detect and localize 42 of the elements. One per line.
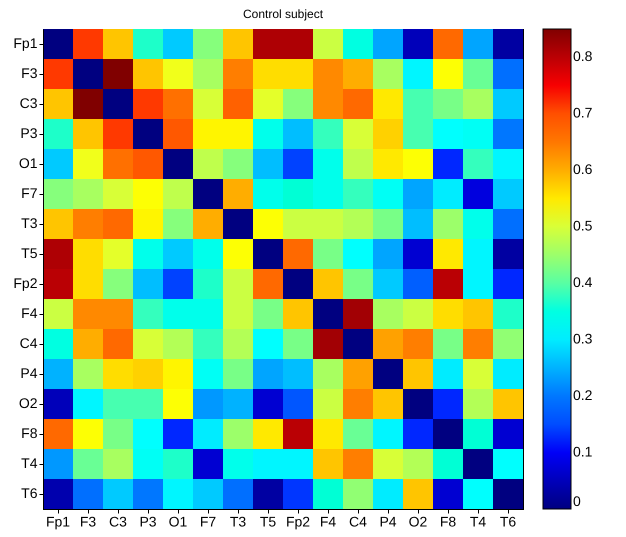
y-tick-label: F4 [21,305,38,321]
color-bar-label: 0.3 [573,330,593,347]
y-tick-label: P3 [20,125,38,141]
x-tick-label: T4 [470,514,486,530]
y-tick-label: T6 [21,485,38,501]
color-bar-label: 0.7 [573,104,593,121]
y-tick-label: O2 [18,395,38,411]
x-tick-label: T5 [260,514,276,530]
x-tick-label: Fp2 [286,514,310,530]
x-tick-label: T6 [500,514,516,530]
x-tick-label: C4 [349,514,368,530]
color-bar-label: 0 [573,493,581,509]
x-tick-label: Fp1 [46,514,70,530]
y-tick-label: F3 [21,65,38,81]
y-tick-label: C3 [20,95,38,111]
color-bar-label: 0.2 [573,387,593,404]
x-tick-label: F3 [80,514,96,530]
y-tick-label: F8 [21,425,38,441]
x-tick-label: C3 [109,514,128,530]
y-tick-label: T4 [21,455,38,471]
y-tick-label: Fp2 [13,275,38,291]
y-tick-label: F7 [21,185,38,201]
x-tick-label: O2 [408,514,428,530]
x-tick-label: T3 [230,514,246,530]
chart-title: Control subject [242,7,324,21]
y-tick-label: C4 [20,335,38,351]
y-tick-label: P4 [20,365,38,381]
color-bar-label: 0.5 [573,218,593,234]
y-tick-label: Fp1 [13,35,38,51]
x-tick-label: P4 [379,514,397,530]
y-tick-label: O1 [18,155,38,171]
x-tick-label: F4 [320,514,336,530]
x-tick-label: F7 [200,514,216,530]
color-bar-label: 0.8 [573,48,593,64]
y-tick-label: T3 [21,215,38,231]
color-bar-label: 0.6 [573,161,593,178]
color-bar-label: 0.4 [573,274,593,290]
x-tick-label: F8 [440,514,456,530]
x-tick-label: O1 [168,514,188,530]
x-tick-label: P3 [139,514,157,530]
y-tick-label: T5 [21,245,38,261]
color-bar-label: 0.1 [573,444,593,460]
